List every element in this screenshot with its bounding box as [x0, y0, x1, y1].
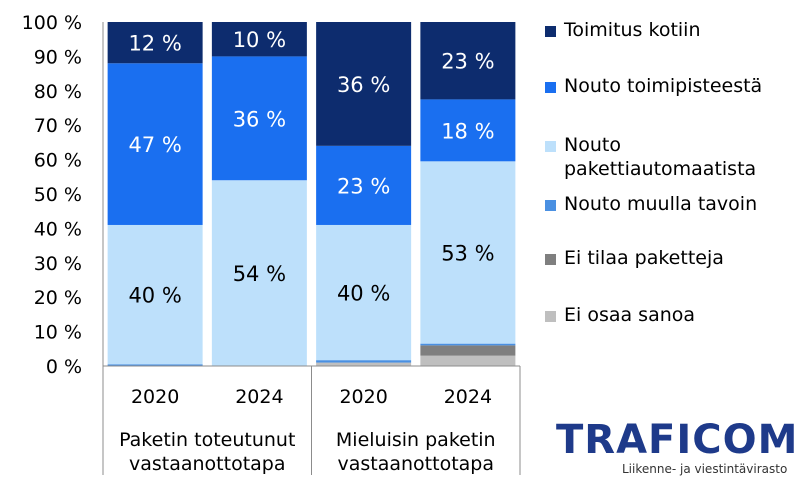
- x-tick-label: 2020: [339, 386, 387, 408]
- bar-segment-nouto-pakettiautomaatista: [107, 224, 203, 365]
- bar-segment-ei-osaa-sanoa: [316, 362, 412, 366]
- data-label: 23 %: [337, 174, 390, 198]
- bar-segment-nouto-toimipisteest-: [107, 63, 203, 225]
- y-tick-label: 20 %: [34, 287, 82, 309]
- bar-segment-ei-tilaa-paketteja: [420, 345, 516, 356]
- data-label: 23 %: [441, 50, 494, 74]
- y-tick-label: 80 %: [34, 81, 82, 103]
- legend-label: Nouto toimipisteestä: [564, 75, 763, 97]
- legend-swatch: [545, 254, 556, 265]
- group-label: Paketin toteutunut: [119, 429, 295, 451]
- legend-label: Nouto muulla tavoin: [564, 193, 758, 215]
- bar-segment-nouto-toimipisteest-: [420, 99, 516, 162]
- data-label: 36 %: [337, 73, 390, 97]
- data-label: 40 %: [337, 282, 390, 306]
- logo-wordmark: TRAFICOM: [556, 417, 799, 463]
- y-tick-label: 70 %: [34, 115, 82, 137]
- y-tick-label: 0 %: [46, 356, 82, 378]
- bar-segment-nouto-pakettiautomaatista: [211, 180, 307, 366]
- legend-item: Nouto muulla tavoin: [545, 192, 789, 216]
- data-label: 53 %: [441, 241, 494, 265]
- x-tick-label: 2020: [131, 386, 179, 408]
- legend-item: Nouto toimipisteestä: [545, 74, 789, 98]
- bar-segment-nouto-toimipisteest-: [316, 145, 412, 225]
- bar-segment-nouto-muulla-tavoin: [420, 343, 516, 346]
- x-tick-label: 2024: [444, 386, 492, 408]
- bar-segment-toimitus-kotiin: [211, 22, 307, 57]
- group-label: vastaanottotapa: [129, 453, 286, 475]
- group-label: Mieluisin paketin: [336, 429, 496, 451]
- data-label: 18 %: [441, 119, 494, 143]
- y-tick-label: 90 %: [34, 46, 82, 68]
- bar-segment-nouto-toimipisteest-: [211, 56, 307, 181]
- data-label: 47 %: [128, 133, 181, 157]
- legend-label: Nouto pakettiautomaatista: [564, 134, 757, 180]
- y-tick-label: 100 %: [22, 12, 82, 34]
- bar-segment-nouto-muulla-tavoin: [316, 360, 412, 363]
- bar-segment-ei-osaa-sanoa: [420, 355, 516, 366]
- legend-swatch: [545, 311, 556, 322]
- legend-swatch: [545, 200, 556, 211]
- data-label: 54 %: [233, 262, 286, 286]
- bar-segment-nouto-muulla-tavoin: [107, 364, 203, 366]
- bar-segment-toimitus-kotiin: [316, 22, 412, 146]
- x-tick-label: 2024: [235, 386, 283, 408]
- y-tick-label: 10 %: [34, 322, 82, 344]
- bar-segment-toimitus-kotiin: [107, 22, 203, 64]
- legend-swatch: [545, 82, 556, 93]
- bar-segment-nouto-pakettiautomaatista: [316, 224, 412, 361]
- legend-label: Toimitus kotiin: [564, 19, 701, 41]
- data-label: 36 %: [233, 107, 286, 131]
- y-tick-label: 50 %: [34, 184, 82, 206]
- group-label: vastaanottotapa: [337, 453, 494, 475]
- bar-segment-nouto-pakettiautomaatista: [420, 161, 516, 344]
- logo-subtitle: Liikenne- ja viestintävirasto: [622, 462, 788, 476]
- legend-item: Ei osaa sanoa: [545, 303, 789, 327]
- y-tick-label: 60 %: [34, 150, 82, 172]
- legend-item: Ei tilaa paketteja: [545, 246, 789, 270]
- legend-swatch: [545, 26, 556, 37]
- legend-label: Ei tilaa paketteja: [564, 247, 724, 269]
- traficom-logo: TRAFICOM Liikenne- ja viestintävirasto: [556, 417, 799, 476]
- data-label: 40 %: [128, 284, 181, 308]
- data-label: 12 %: [128, 32, 181, 56]
- y-tick-label: 30 %: [34, 253, 82, 275]
- legend-swatch: [545, 141, 556, 152]
- legend-label: Ei osaa sanoa: [564, 304, 696, 326]
- legend-item: Toimitus kotiin: [545, 18, 789, 42]
- y-tick-label: 40 %: [34, 218, 82, 240]
- data-label: 10 %: [233, 28, 286, 52]
- bar-segment-toimitus-kotiin: [420, 22, 516, 100]
- legend-item: Nouto pakettiautomaatista: [545, 133, 789, 181]
